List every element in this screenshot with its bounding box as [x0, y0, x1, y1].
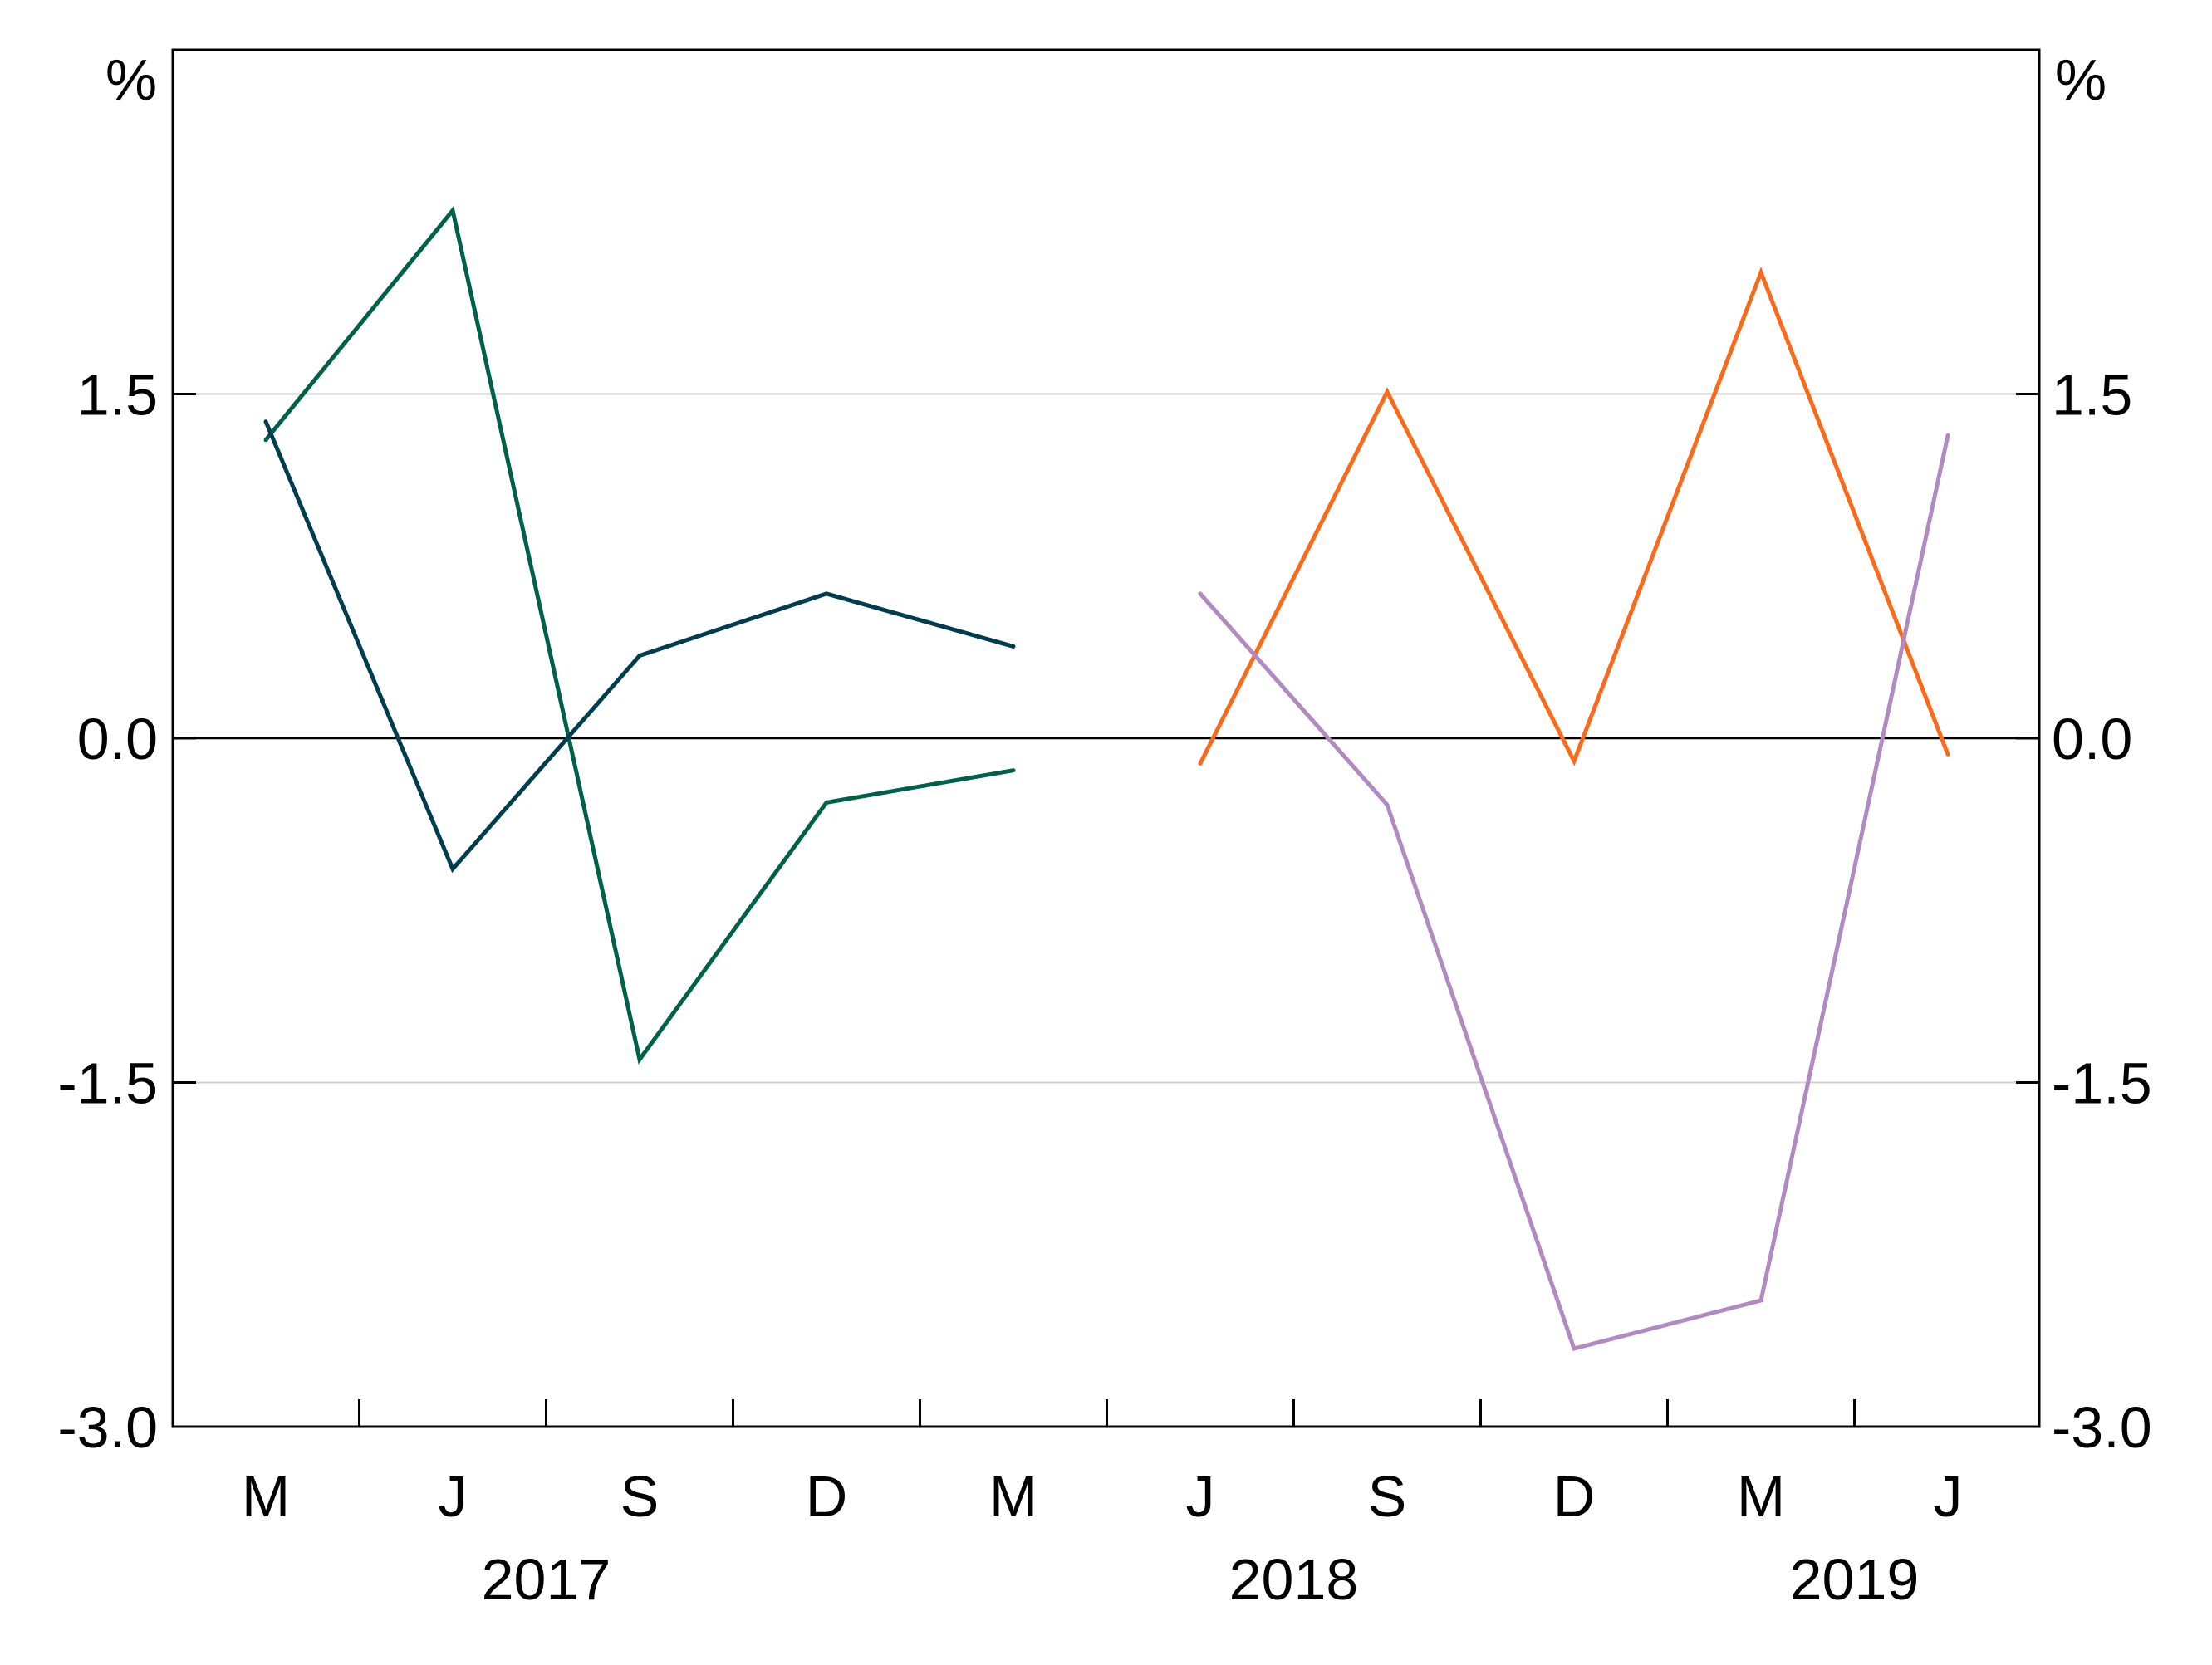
x-tick-label: J [1934, 1464, 1963, 1529]
y-tick-label-right: 0.0 [2052, 707, 2132, 771]
x-tick-label: M [989, 1464, 1037, 1529]
y-tick-label-right: -3.0 [2052, 1395, 2152, 1460]
x-tick-label: M [1737, 1464, 1785, 1529]
x-year-label: 2018 [1229, 1547, 1359, 1612]
x-year-label: 2017 [482, 1547, 611, 1612]
x-tick-label: J [439, 1464, 468, 1529]
x-tick-label: J [1186, 1464, 1215, 1529]
x-tick-label: S [620, 1464, 660, 1529]
y-unit-left: % [105, 47, 157, 112]
y-tick-label-left: -1.5 [57, 1051, 158, 1116]
y-tick-label-right: 1.5 [2052, 363, 2132, 428]
y-tick-label-left: 0.0 [77, 707, 158, 771]
y-tick-label-right: -1.5 [2052, 1051, 2152, 1116]
y-tick-label-left: 1.5 [77, 363, 158, 428]
x-tick-label: M [242, 1464, 290, 1529]
x-year-label: 2019 [1790, 1547, 1920, 1612]
grid-layer [173, 393, 2039, 1084]
series-line-3 [1198, 267, 1950, 766]
x-tick-label: S [1368, 1464, 1407, 1529]
y-unit-right: % [2055, 47, 2107, 112]
x-tick-label: D [1553, 1464, 1596, 1529]
series-layer [263, 205, 1950, 1352]
series-line-2 [263, 419, 1016, 874]
series-line-4 [1198, 433, 1950, 1352]
series-line-1 [263, 205, 1016, 1065]
label-layer: -3.0 -3.0-1.5 -1.50.0 0.01.5 1.5M J S D M J S D M J20… [57, 363, 2151, 1613]
y-tick-label-left: -3.0 [57, 1395, 158, 1460]
x-tick-label: D [806, 1464, 848, 1529]
tick-layer [173, 393, 2039, 1427]
